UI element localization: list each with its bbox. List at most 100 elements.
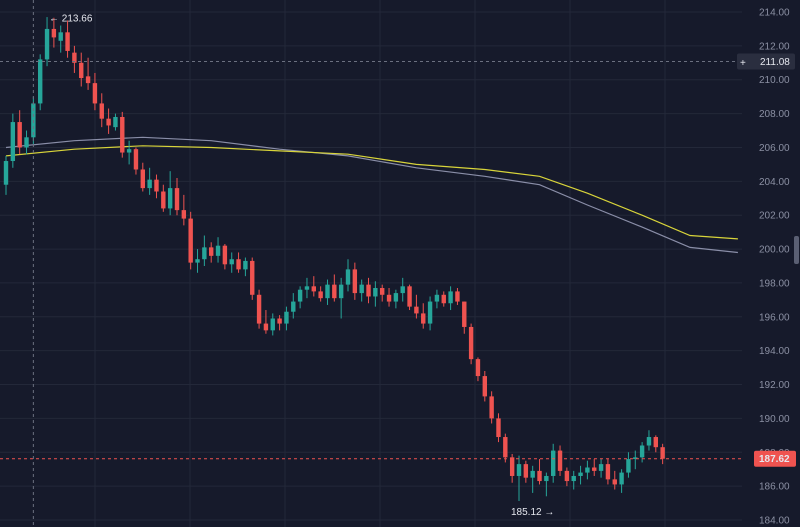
candle <box>209 242 214 263</box>
candle <box>421 303 426 329</box>
candle-body <box>516 464 522 476</box>
candle-body <box>120 116 125 153</box>
candle-body <box>229 259 234 265</box>
candle-body <box>386 294 392 302</box>
candle <box>24 130 29 155</box>
candle-body <box>380 288 385 295</box>
candle-body <box>51 28 57 38</box>
candle <box>434 289 440 309</box>
candle-body <box>496 418 501 438</box>
candle-body <box>44 28 50 60</box>
candle-body <box>352 269 358 294</box>
candle <box>612 470 617 490</box>
candle-body <box>578 472 583 476</box>
candle <box>229 252 234 273</box>
y-tick-label: 212.00 <box>759 41 790 52</box>
candle-body <box>421 313 426 324</box>
y-tick-label: 202.00 <box>759 211 790 222</box>
candle-body <box>373 288 378 297</box>
candle-body <box>592 467 597 471</box>
candle-body <box>113 116 118 128</box>
candle-body <box>195 259 200 263</box>
candle-body <box>154 179 159 192</box>
candle <box>147 167 152 195</box>
candle <box>126 140 132 165</box>
candle <box>537 459 542 485</box>
candle-body <box>544 475 549 482</box>
candle <box>215 237 221 263</box>
candle <box>380 284 385 302</box>
candle <box>653 435 658 453</box>
candle-body <box>455 291 460 302</box>
candle-body <box>639 445 645 458</box>
candle-body <box>72 52 77 63</box>
candle-body <box>202 247 207 260</box>
candle-body <box>537 470 542 482</box>
candle-body <box>304 286 310 290</box>
candle <box>557 445 563 476</box>
candle <box>291 293 296 319</box>
y-tick-label: 192.00 <box>759 380 790 391</box>
candle <box>626 452 631 478</box>
candle-body <box>181 210 187 219</box>
candle <box>277 315 282 331</box>
candle-body <box>448 291 453 304</box>
candle-body <box>468 326 474 360</box>
candle-body <box>133 149 139 170</box>
candle-body <box>509 457 515 476</box>
candle-body <box>503 437 508 458</box>
candle-body <box>427 301 433 324</box>
candle <box>181 194 187 226</box>
price-scale-handle[interactable] <box>794 236 799 264</box>
crosshair <box>0 0 744 527</box>
candle <box>564 467 570 487</box>
candle <box>352 262 358 300</box>
candle <box>571 470 576 490</box>
candle-body <box>38 59 43 104</box>
crosshair-plus-icon[interactable]: + <box>740 58 746 69</box>
candle <box>92 72 98 111</box>
candle <box>489 391 494 424</box>
candle-body <box>79 62 84 79</box>
candle-body <box>571 475 576 482</box>
candle-body <box>551 450 556 476</box>
candle <box>338 277 344 319</box>
candle-body <box>277 318 282 324</box>
candle <box>284 306 289 331</box>
candle-body <box>85 76 91 84</box>
candle <box>619 469 624 493</box>
candle-body <box>297 289 303 302</box>
candle-body <box>10 122 16 162</box>
y-tick-label: 210.00 <box>759 75 790 86</box>
candle-body <box>434 294 440 302</box>
candle <box>345 259 351 292</box>
candle <box>530 465 535 493</box>
candle-body <box>270 318 275 331</box>
candle <box>72 45 77 73</box>
candle-body <box>209 247 214 256</box>
y-tick-label: 194.00 <box>759 346 790 357</box>
candle <box>270 313 275 336</box>
candle-body <box>243 260 248 270</box>
candle <box>195 249 200 273</box>
candle-body <box>311 286 316 292</box>
y-tick-label: 200.00 <box>759 245 790 256</box>
candle <box>99 93 104 128</box>
candle-body <box>523 464 529 478</box>
candle-body <box>414 306 419 314</box>
candle <box>243 257 248 277</box>
candle <box>332 274 337 302</box>
high-label: ← 213.66 <box>49 13 93 24</box>
candle <box>441 291 446 307</box>
candle-body <box>393 293 399 302</box>
candle-body <box>174 188 180 211</box>
candle <box>639 442 645 463</box>
crosshair-price-badge <box>737 53 795 70</box>
candle-body <box>147 179 152 189</box>
y-tick-label: 190.00 <box>759 414 790 425</box>
candle <box>65 20 70 58</box>
y-tick-label: 206.00 <box>759 143 790 154</box>
low-label: 185.12 → <box>511 507 554 518</box>
